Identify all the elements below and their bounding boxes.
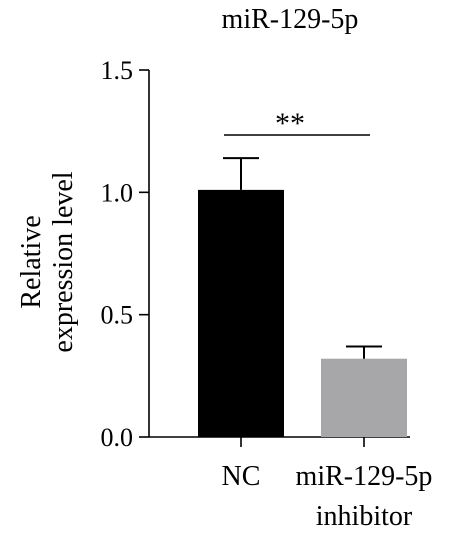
y-tick-label: 0.0: [101, 423, 134, 452]
error-bars-group: [223, 157, 382, 359]
significance-annotation: **: [224, 107, 370, 140]
y-tick-label: 0.5: [101, 301, 134, 330]
x-tick-label: miR-129-5p inhibitor: [296, 461, 433, 532]
y-axis-label-line: Relative: [16, 215, 47, 308]
y-tick-label: 1.0: [101, 178, 134, 207]
y-axis: 0.0 0.5 1.0 1.5: [101, 56, 150, 452]
y-axis-label: Relativeexpression level: [16, 171, 79, 352]
y-tick-label: 1.5: [101, 56, 134, 85]
x-axis: NC miR-129-5p inhibitor: [149, 436, 433, 532]
chart-title: miR-129-5p: [222, 4, 359, 35]
bars-group: [198, 189, 407, 437]
y-axis-label-line: expression level: [48, 171, 79, 352]
x-tick-label-line: NC: [222, 461, 261, 492]
x-tick-label-line: inhibitor: [316, 501, 413, 532]
x-tick-label: NC: [222, 461, 261, 492]
x-tick-label-line: miR-129-5p: [296, 461, 433, 492]
bar: [198, 189, 284, 437]
y-axis-label-text: Relativeexpression level: [16, 171, 79, 352]
significance-label: **: [275, 107, 305, 140]
bar: [321, 358, 407, 437]
